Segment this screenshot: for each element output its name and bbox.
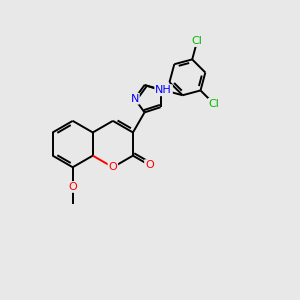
Text: O: O: [109, 162, 117, 172]
Text: O: O: [68, 182, 77, 192]
Text: NH: NH: [155, 85, 172, 95]
Text: O: O: [145, 160, 154, 170]
Text: S: S: [157, 85, 164, 95]
Text: N: N: [130, 94, 139, 104]
Text: Cl: Cl: [192, 36, 203, 46]
Text: Cl: Cl: [208, 99, 219, 109]
